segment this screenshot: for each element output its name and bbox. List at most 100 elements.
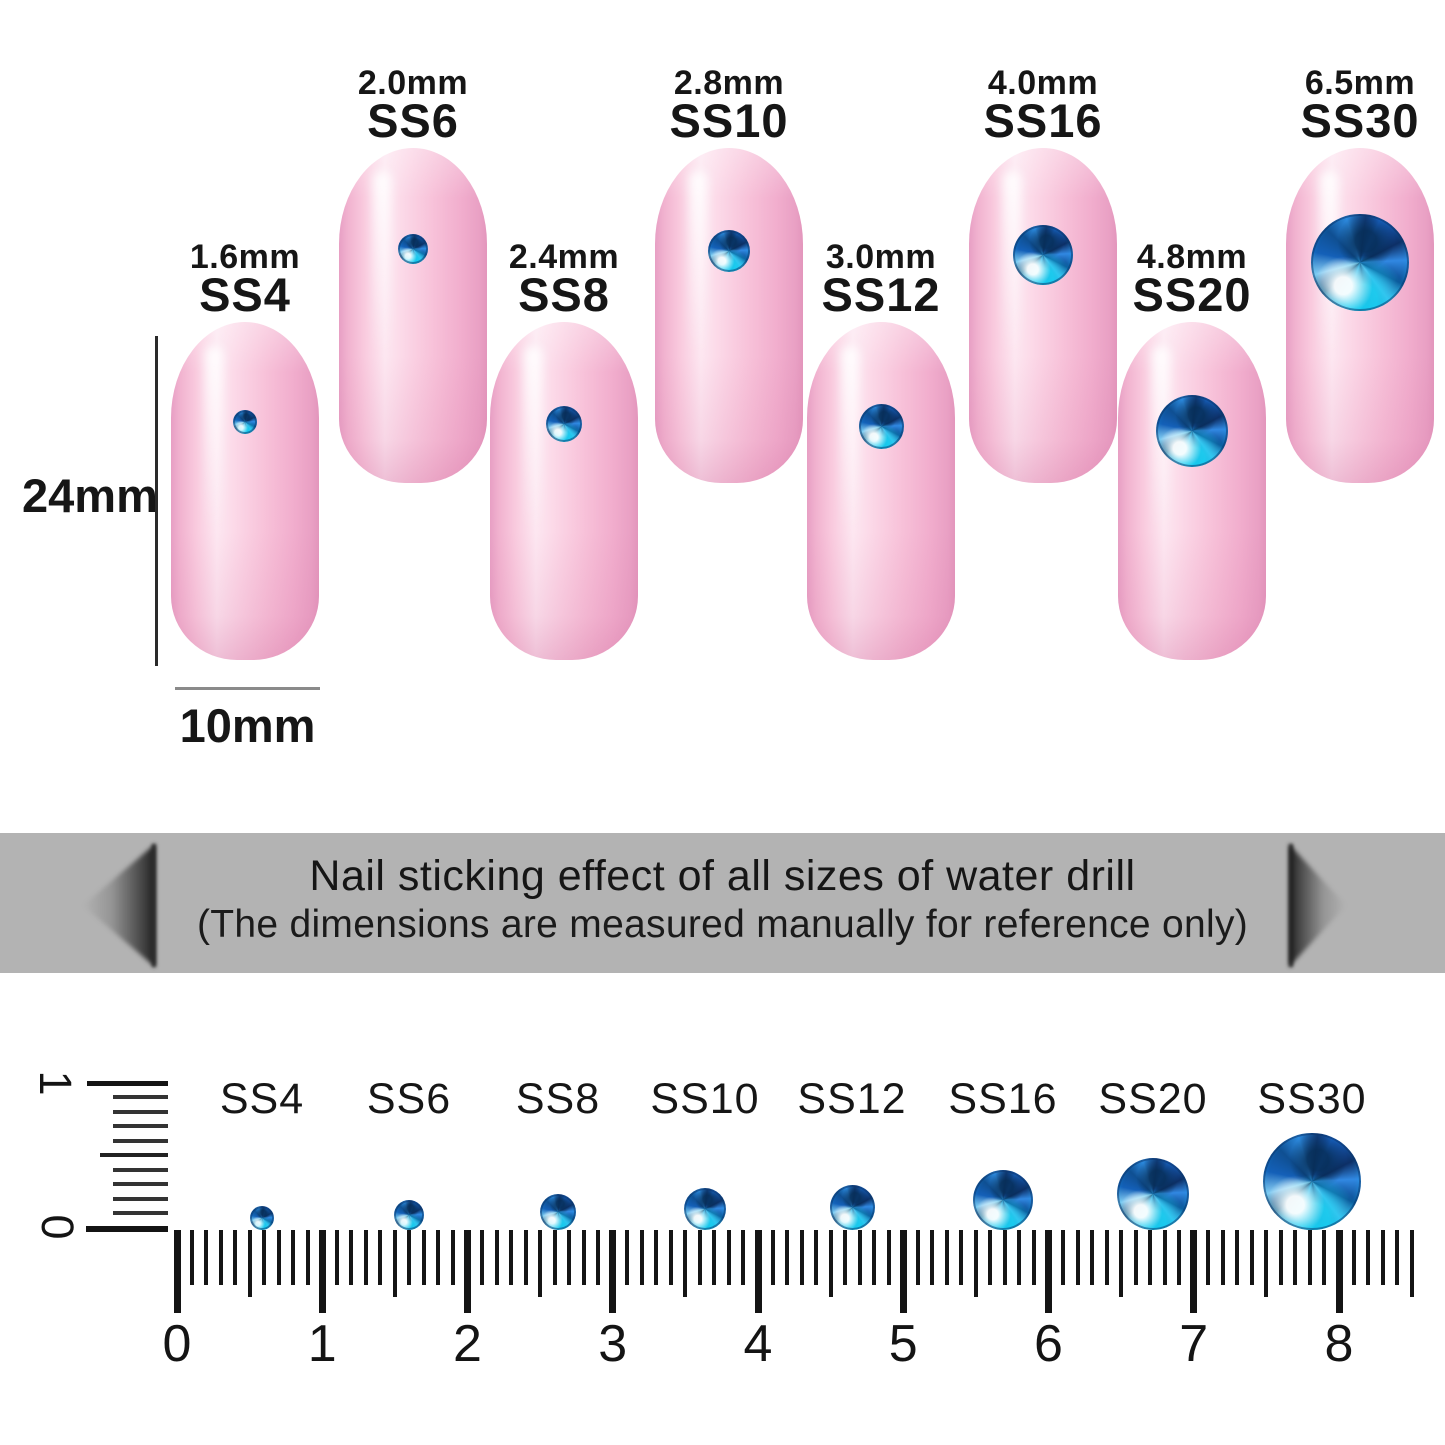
ruler-minor-tick (1177, 1230, 1182, 1285)
vertical-ruler-number-0: 0 (32, 1214, 83, 1240)
ruler-minor-tick (421, 1230, 426, 1285)
banner-title: Nail sticking effect of all sizes of wat… (309, 852, 1136, 900)
ruler-minor-tick (378, 1230, 383, 1285)
vertical-ruler-tick (113, 1167, 168, 1172)
ruler-major-tick (1190, 1230, 1198, 1313)
rhinestone-gem (398, 234, 428, 264)
ruler-rhinestone-gem (973, 1170, 1033, 1230)
ruler-major-tick (899, 1230, 907, 1313)
ruler-gem-label: SS10 (650, 1075, 760, 1123)
ruler-minor-tick (1249, 1230, 1254, 1285)
ruler-number-1: 1 (307, 1315, 337, 1373)
left-arrow-edge (152, 844, 156, 967)
ruler-number-0: 0 (162, 1315, 192, 1373)
ruler-major-tick (318, 1230, 326, 1313)
nail-photo (655, 148, 803, 483)
vertical-ruler-tick (113, 1211, 168, 1216)
height-dimension-line (155, 336, 158, 666)
ruler-gem-label: SS16 (948, 1075, 1058, 1123)
ruler-minor-tick (218, 1230, 223, 1285)
vertical-ruler-tick (87, 1081, 168, 1086)
vertical-ruler-tick (113, 1095, 168, 1100)
ruler-minor-tick (189, 1230, 194, 1285)
ruler-rhinestone-gem (394, 1200, 424, 1230)
ruler-minor-tick (639, 1230, 644, 1285)
ruler-minor-tick (1162, 1230, 1167, 1285)
ruler-minor-tick (1119, 1230, 1124, 1297)
ruler-minor-tick (392, 1230, 397, 1297)
banner-subtitle: (The dimensions are measured manually fo… (196, 903, 1249, 946)
nail-ss-label: SS10 (669, 94, 789, 147)
ruler-minor-tick (509, 1230, 514, 1285)
nail-ss-label: SS16 (983, 94, 1103, 147)
ruler-minor-tick (770, 1230, 775, 1285)
nail-photo (171, 322, 319, 660)
ruler-minor-tick (886, 1230, 891, 1285)
ruler-major-tick (609, 1230, 617, 1313)
ruler-minor-tick (494, 1230, 499, 1285)
ruler-minor-tick (654, 1230, 659, 1285)
nail-size-label: 1.6mm (189, 238, 301, 276)
ruler-minor-tick (1031, 1230, 1036, 1285)
ruler-gem-label: SS12 (797, 1075, 907, 1123)
ruler-minor-tick (915, 1230, 920, 1285)
ruler-minor-tick (712, 1230, 717, 1285)
ruler-rhinestone-gem (684, 1188, 726, 1230)
nail-size-label: 2.4mm (508, 238, 620, 276)
ruler-rhinestone-gem (829, 1185, 875, 1230)
nail-photo (490, 322, 638, 660)
nail-height-label: 24mm (22, 469, 158, 522)
ruler-major-tick (1045, 1230, 1052, 1313)
ruler-minor-tick (1133, 1230, 1138, 1285)
ruler-minor-tick (814, 1230, 819, 1285)
ruler-minor-tick (291, 1230, 296, 1285)
ruler-major-tick (754, 1230, 762, 1313)
ruler-minor-tick (1061, 1230, 1066, 1285)
width-dimension-line (175, 687, 320, 690)
ruler-number-8: 8 (1324, 1315, 1354, 1373)
ruler-minor-tick (828, 1230, 833, 1297)
left-arrow-icon (83, 844, 155, 967)
ruler-minor-tick (1307, 1230, 1312, 1285)
ruler-number-3: 3 (598, 1315, 628, 1373)
nail-width-label: 10mm (179, 699, 316, 752)
ruler-minor-tick (305, 1230, 310, 1285)
ruler-minor-tick (1235, 1230, 1240, 1285)
ruler-minor-tick (1220, 1230, 1225, 1285)
ruler-minor-tick (567, 1230, 572, 1285)
nail-photo (807, 322, 955, 660)
ruler-minor-tick (625, 1230, 630, 1285)
ruler-minor-tick (450, 1230, 455, 1285)
right-arrow-edge (1289, 844, 1293, 967)
ruler-minor-tick (480, 1230, 485, 1285)
ruler-minor-tick (973, 1230, 978, 1297)
vertical-ruler-tick (113, 1138, 168, 1143)
ruler-minor-tick (697, 1230, 702, 1285)
ruler-minor-tick (1017, 1230, 1022, 1285)
nail-ss-label: SS12 (821, 268, 941, 321)
nail-size-label: 6.5mm (1304, 64, 1416, 102)
ruler-minor-tick (1351, 1230, 1356, 1285)
vertical-ruler-tick (100, 1153, 168, 1158)
ruler-rhinestone-gem (1263, 1132, 1361, 1230)
ruler-minor-tick (596, 1230, 601, 1285)
banner: Nail sticking effect of all sizes of wat… (0, 833, 1445, 973)
ruler-major-tick (1335, 1230, 1343, 1313)
nail-photo (1286, 148, 1434, 483)
vertical-ruler-tick (113, 1182, 168, 1187)
ruler-minor-tick (1380, 1230, 1385, 1285)
ruler-minor-tick (538, 1230, 543, 1297)
ruler-minor-tick (843, 1230, 848, 1285)
ruler-minor-tick (407, 1230, 412, 1285)
ruler-minor-tick (1075, 1230, 1080, 1285)
ruler-gem-label: SS4 (219, 1075, 305, 1123)
ruler-rhinestone-gem (1117, 1158, 1189, 1230)
nail-ss-label: SS8 (518, 268, 610, 321)
ruler-minor-tick (436, 1230, 441, 1285)
ruler-minor-tick (247, 1230, 252, 1297)
ruler-minor-tick (1322, 1230, 1327, 1285)
ruler-number-5: 5 (888, 1315, 918, 1373)
ruler-minor-tick (785, 1230, 790, 1285)
nail-ss-label: SS30 (1300, 94, 1420, 147)
rhinestone-gem (1311, 213, 1409, 312)
